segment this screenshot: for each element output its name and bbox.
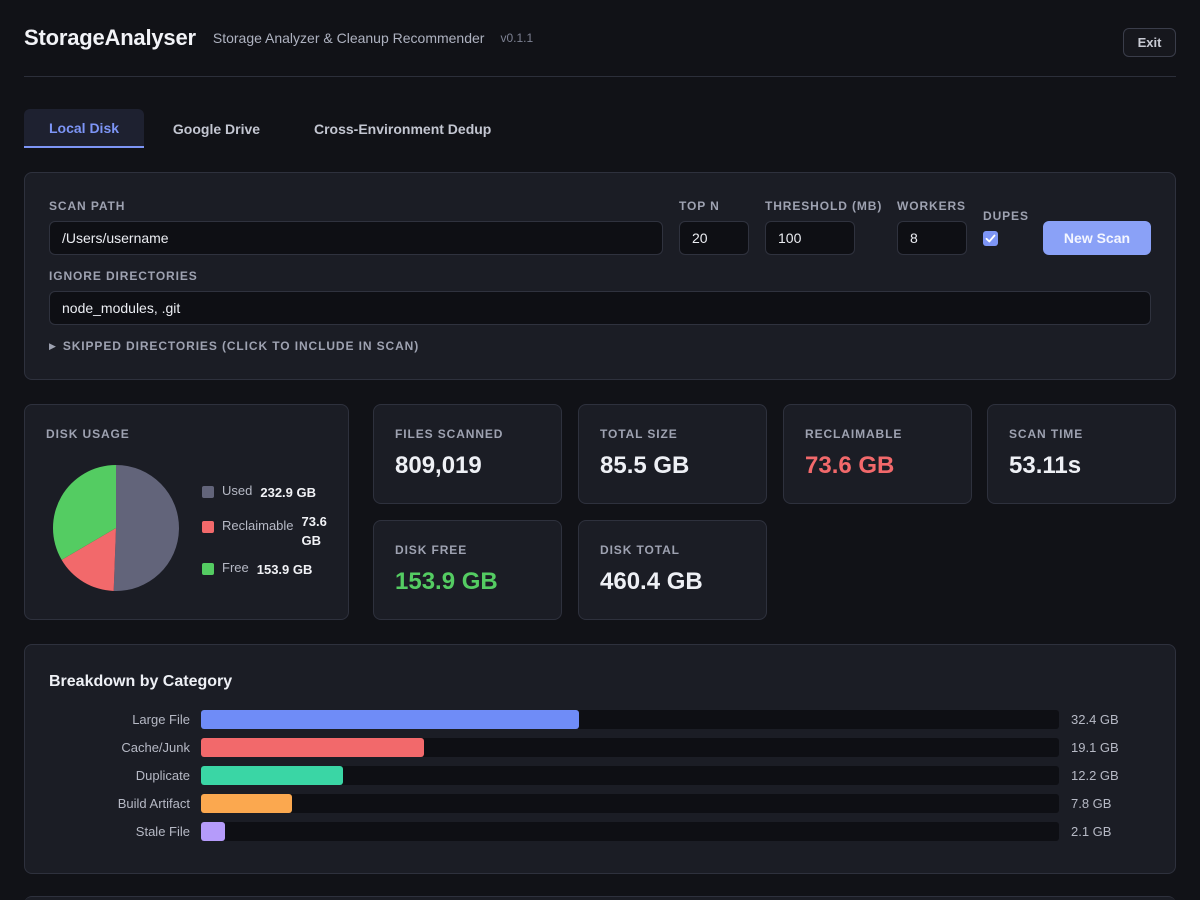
breakdown-value-label: 12.2 GB [1071,768,1119,783]
stat-card-disk-free: DISK FREE 153.9 GB [373,520,562,620]
stat-label: SCAN TIME [1009,427,1084,441]
stat-label: DISK FREE [395,543,468,557]
stat-value: 460.4 GB [600,568,703,595]
ignore-directories-input[interactable]: node_modules, .git [49,291,1151,325]
pie-slice-reclaimable [61,528,116,591]
breakdown-bar [201,794,292,813]
disk-usage-panel: DISK USAGE Used 232.9 GB Reclaimable 73.… [24,404,349,620]
legend-name: Used [222,483,253,498]
scan-path-label: SCAN PATH [49,199,126,213]
disk-usage-legend: Used 232.9 GB Reclaimable 73.6 GB Free 1… [202,483,342,589]
breakdown-bar-track [201,710,1059,729]
legend-value: 73.6 GB [301,514,327,548]
legend-swatch-free [202,563,214,575]
breakdown-value-label: 7.8 GB [1071,796,1112,811]
threshold-label: THRESHOLD (MB) [765,199,883,213]
breakdown-category-label: Build Artifact [117,796,190,811]
app-version: v0.1.1 [500,31,534,45]
legend-value: 153.9 GB [256,562,313,577]
legend-item-used: Used 232.9 GB [202,483,342,502]
breakdown-bar-track [201,766,1059,785]
skipped-directories-toggle[interactable]: ▶ SKIPPED DIRECTORIES (CLICK TO INCLUDE … [49,339,419,353]
tab-cross-environment-dedup[interactable]: Cross-Environment Dedup [314,120,492,137]
legend-swatch-reclaimable [202,521,214,533]
workers-label: WORKERS [897,199,966,213]
breakdown-bar-track [201,822,1059,841]
app-subtitle: Storage Analyzer & Cleanup Recommender [212,30,485,46]
stat-value: 85.5 GB [600,452,690,479]
stat-label: FILES SCANNED [395,427,504,441]
stat-label: DISK TOTAL [600,543,680,557]
breakdown-bar [201,822,225,841]
breakdown-bar-track [201,794,1059,813]
app-title: StorageAnalyser [24,25,196,50]
breakdown-value-label: 32.4 GB [1071,712,1119,727]
tab-google-drive[interactable]: Google Drive [172,120,261,137]
tab-bar: Local Disk Google Drive Cross-Environmen… [24,109,491,148]
ignore-directories-label: IGNORE DIRECTORIES [49,269,198,283]
legend-item-free: Free 153.9 GB [202,560,342,579]
stat-label: RECLAIMABLE [805,427,903,441]
skipped-directories-label: SKIPPED DIRECTORIES (CLICK TO INCLUDE IN… [62,339,420,353]
exit-button[interactable]: Exit [1123,28,1176,57]
breakdown-category-label: Stale File [135,824,190,839]
legend-item-reclaimable: Reclaimable 73.6 GB [202,512,342,550]
stat-value: 153.9 GB [395,568,498,595]
disk-usage-label: DISK USAGE [46,427,130,441]
dupes-checkbox[interactable] [983,231,998,246]
stat-label: TOTAL SIZE [600,427,678,441]
app-header: StorageAnalyser Storage Analyzer & Clean… [24,0,1176,77]
legend-value: 232.9 GB [260,485,317,500]
top-n-label: TOP N [679,199,720,213]
breakdown-title: Breakdown by Category [49,673,233,690]
legend-name: Reclaimable [222,518,294,533]
stat-card-total-size: TOTAL SIZE 85.5 GB [578,404,767,504]
breakdown-value-label: 19.1 GB [1071,740,1119,755]
breakdown-value-label: 2.1 GB [1071,824,1112,839]
breakdown-row: Stale File 2.1 GB [25,822,1177,842]
checkmark-icon [985,234,996,243]
breakdown-bar [201,710,579,729]
breakdown-row: Large File 32.4 GB [25,710,1177,730]
breakdown-row: Cache/Junk 19.1 GB [25,738,1177,758]
next-panel-edge [24,896,1176,900]
disk-usage-pie-chart [52,465,179,591]
dupes-label: DUPES [983,209,1029,223]
scan-path-input[interactable]: /Users/username [49,221,663,255]
pie-slice-free [52,465,116,560]
stat-card-scan-time: SCAN TIME 53.11s [987,404,1176,504]
breakdown-bar-track [201,738,1059,757]
breakdown-category-label: Large File [132,712,190,727]
breakdown-panel: Breakdown by Category Large File 32.4 GB C… [24,644,1176,874]
new-scan-button[interactable]: New Scan [1043,221,1151,255]
workers-input[interactable]: 8 [897,221,967,255]
breakdown-row: Build Artifact 7.8 GB [25,794,1177,814]
tab-local-disk[interactable]: Local Disk [24,109,144,148]
stat-value: 53.11s [1009,452,1082,479]
legend-name: Free [222,560,249,575]
breakdown-category-label: Duplicate [135,768,190,783]
threshold-input[interactable]: 100 [765,221,855,255]
stat-card-files-scanned: FILES SCANNED 809,019 [373,404,562,504]
top-n-input[interactable]: 20 [679,221,749,255]
pie-slice-used [113,465,179,591]
breakdown-bar [201,738,424,757]
breakdown-bar [201,766,343,785]
stat-value: 73.6 GB [805,452,895,479]
stat-card-reclaimable: RECLAIMABLE 73.6 GB [783,404,972,504]
breakdown-category-label: Cache/Junk [121,740,190,755]
expand-triangle-icon: ▶ [49,340,57,351]
stat-value: 809,019 [395,452,482,479]
breakdown-row: Duplicate 12.2 GB [25,766,1177,786]
scan-settings-panel: SCAN PATH /Users/username TOP N 20 THRES… [24,172,1176,380]
legend-swatch-used [202,486,214,498]
stat-card-disk-total: DISK TOTAL 460.4 GB [578,520,767,620]
